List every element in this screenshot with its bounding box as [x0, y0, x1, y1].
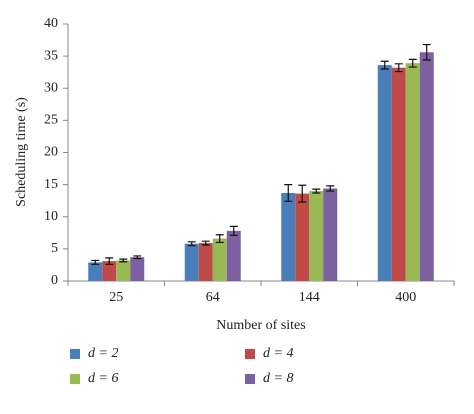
error-bar	[229, 225, 238, 236]
bar	[323, 188, 338, 281]
error-bar	[422, 43, 431, 61]
bar	[405, 63, 420, 281]
error-bar	[408, 58, 417, 68]
bar	[88, 262, 103, 281]
error-bar	[215, 234, 224, 244]
legend-swatch	[245, 374, 255, 384]
error-bar	[119, 258, 128, 263]
bar	[130, 257, 145, 281]
bar	[391, 67, 406, 281]
error-bar	[201, 240, 210, 246]
error-bar	[312, 188, 321, 194]
error-bar	[91, 259, 100, 265]
bar	[377, 65, 392, 282]
bar	[116, 260, 131, 281]
bar	[102, 261, 117, 281]
legend-swatch	[70, 349, 80, 359]
y-tick-label: 0	[51, 273, 58, 288]
bar	[419, 52, 434, 281]
y-tick-label: 20	[44, 145, 58, 160]
legend-label: d = 2	[88, 346, 118, 361]
x-axis-label: Number of sites	[216, 318, 305, 333]
x-tick-label: 400	[395, 290, 416, 305]
bar	[184, 243, 199, 281]
legend-label: d = 8	[263, 371, 293, 386]
legend-swatch	[70, 374, 80, 384]
bar	[295, 193, 310, 281]
bar	[309, 191, 324, 281]
y-tick-label: 40	[44, 16, 58, 31]
y-tick-label: 15	[44, 177, 58, 192]
y-tick-label: 5	[51, 241, 58, 256]
x-tick-label: 144	[299, 290, 320, 305]
error-bar	[187, 241, 196, 247]
y-tick-label: 10	[44, 209, 58, 224]
legend-label: d = 4	[263, 346, 293, 361]
x-tick-label: 64	[206, 290, 220, 305]
legend-swatch	[245, 349, 255, 359]
y-tick-label: 30	[44, 80, 58, 95]
error-bar	[284, 184, 293, 202]
bar	[226, 230, 241, 281]
y-tick-label: 35	[44, 48, 58, 63]
error-bar	[394, 63, 403, 73]
x-tick-label: 25	[109, 290, 123, 305]
error-bar	[326, 185, 335, 192]
y-tick-label: 25	[44, 113, 58, 128]
bar	[281, 192, 296, 281]
bar	[198, 243, 213, 281]
error-bar	[380, 60, 389, 70]
error-bar	[133, 255, 142, 260]
legend-label: d = 6	[88, 371, 118, 386]
bar	[212, 238, 227, 281]
y-axis-label: Scheduling time (s)	[14, 97, 29, 207]
error-bar	[298, 184, 307, 203]
error-bar	[105, 257, 114, 265]
